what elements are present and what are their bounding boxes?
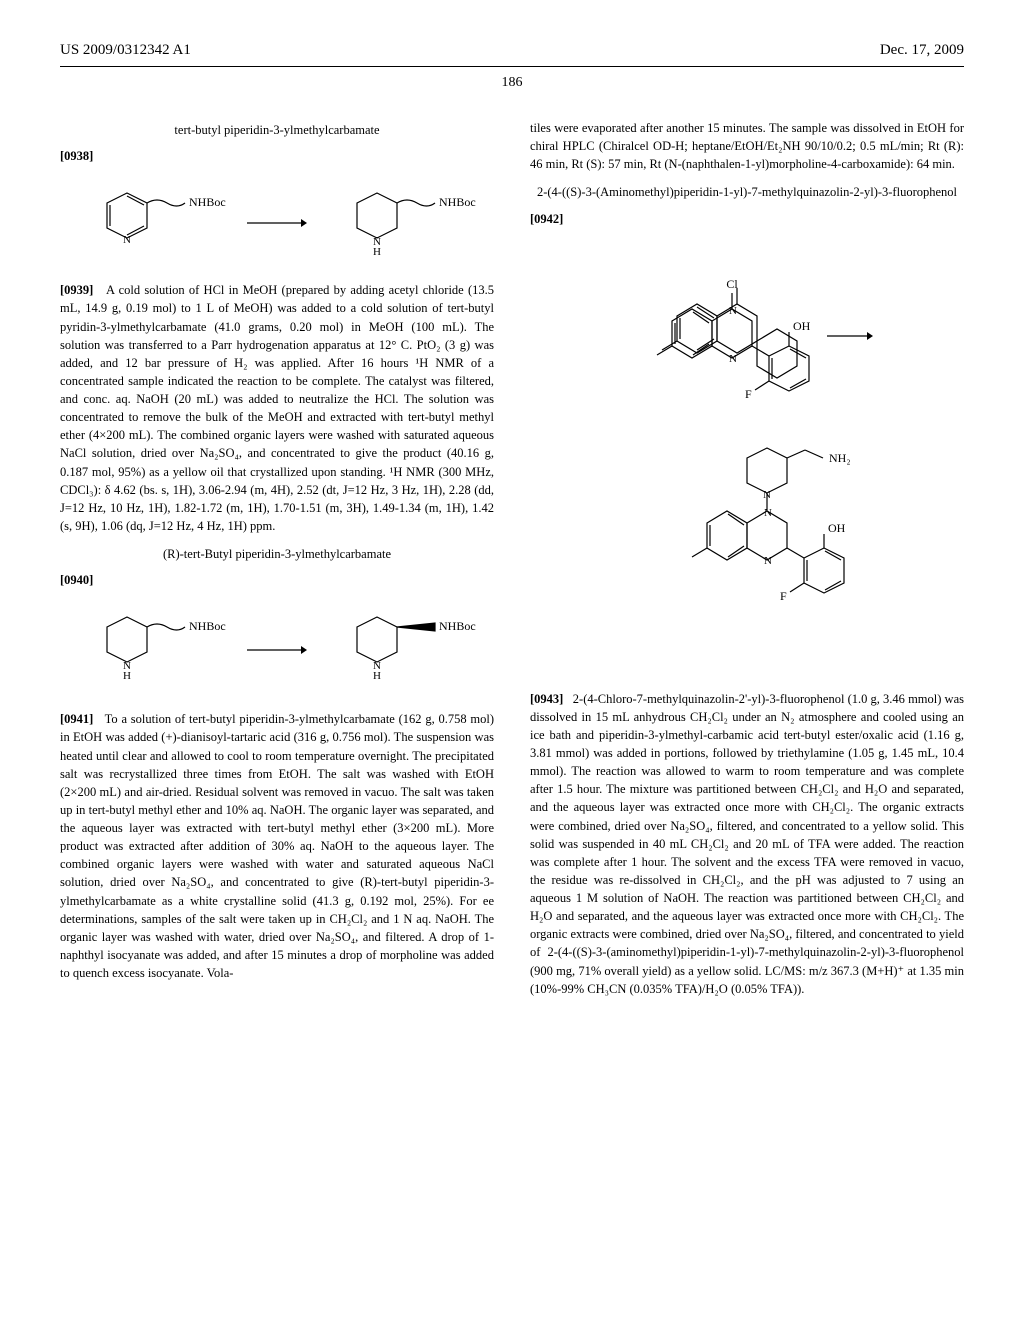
oh-label: OH <box>793 319 811 333</box>
oh-label: OH <box>828 521 846 535</box>
structure-pyridine-nhboc: N NHBoc <box>77 183 227 263</box>
reaction-arrow-icon <box>247 218 307 228</box>
compound-title-2: (R)-tert-Butyl piperidin-3-ylmethylcarba… <box>60 545 494 563</box>
para-num-0939: [0939] <box>60 283 93 297</box>
para-text-0939: A cold solution of HCl in MeOH (prepared… <box>60 283 494 533</box>
nh2-label: NH₂ <box>829 451 851 465</box>
structure-racemic-piperidine: N H NHBoc <box>77 607 227 692</box>
f-label: F <box>745 387 752 401</box>
h-label: H <box>373 246 381 258</box>
svg-text:N: N <box>729 305 737 317</box>
right-column: tiles were evaporated after another 15 m… <box>530 111 964 1006</box>
svg-text:N: N <box>764 507 772 519</box>
structure-product-quinazoline: N NH₂ N N OH F <box>597 428 897 668</box>
para-num-0940: [0940] <box>60 571 494 589</box>
structure-chloroquinazoline: Cl N N OH F <box>617 246 877 416</box>
f-label: F <box>780 589 787 603</box>
compound-title-3: 2-(4-((S)-3-(Aminomethyl)piperidin-1-yl)… <box>530 183 964 201</box>
n-label: N <box>123 234 131 246</box>
publication-date: Dec. 17, 2009 <box>880 40 964 62</box>
svg-text:H: H <box>123 670 131 682</box>
paragraph-0941: [0941] To a solution of tert-butyl piper… <box>60 710 494 982</box>
reaction-scheme-3: Cl N N OH F <box>530 246 964 668</box>
structure-r-piperidine: N H NHBoc <box>327 607 477 692</box>
svg-text:H: H <box>373 670 381 682</box>
para-num-0942: [0942] <box>530 210 964 228</box>
reaction-scheme-2: N H NHBoc N H NHBoc <box>60 607 494 692</box>
page-header: US 2009/0312342 A1 Dec. 17, 2009 <box>60 40 964 67</box>
reaction-arrow-icon <box>247 645 307 655</box>
cl-label: Cl <box>726 277 738 291</box>
structure-piperidine-nhboc: N H NHBoc <box>327 183 477 263</box>
compound-title-1: tert-butyl piperidin-3-ylmethylcarbamate <box>60 121 494 139</box>
svg-text:N: N <box>729 353 737 365</box>
svg-text:N: N <box>764 555 772 567</box>
reaction-scheme-1: N NHBoc N H NHBoc <box>60 183 494 263</box>
para-text-0941: To a solution of tert-butyl piperidin-3-… <box>60 712 494 980</box>
left-column: tert-butyl piperidin-3-ylmethylcarbamate… <box>60 111 494 1006</box>
nhboc-label: NHBoc <box>439 619 476 633</box>
para-num-0938: [0938] <box>60 147 494 165</box>
para-num-0941: [0941] <box>60 712 93 726</box>
para-text-0943: 2-(4-Chloro-7-methylquinazolin-2'-yl)-3-… <box>530 692 964 996</box>
paragraph-cont: tiles were evaporated after another 15 m… <box>530 119 964 173</box>
nhboc-label: NHBoc <box>439 195 476 209</box>
nhboc-label: NHBoc <box>189 619 226 633</box>
paragraph-0943: [0943] 2-(4-Chloro-7-methylquinazolin-2'… <box>530 690 964 998</box>
patent-number: US 2009/0312342 A1 <box>60 40 191 62</box>
nhboc-label: NHBoc <box>189 195 226 209</box>
para-num-0943: [0943] <box>530 692 563 706</box>
page-number: 186 <box>60 73 964 93</box>
content-columns: tert-butyl piperidin-3-ylmethylcarbamate… <box>60 111 964 1006</box>
paragraph-0939: [0939] A cold solution of HCl in MeOH (p… <box>60 281 494 535</box>
svg-text:N: N <box>763 489 771 501</box>
